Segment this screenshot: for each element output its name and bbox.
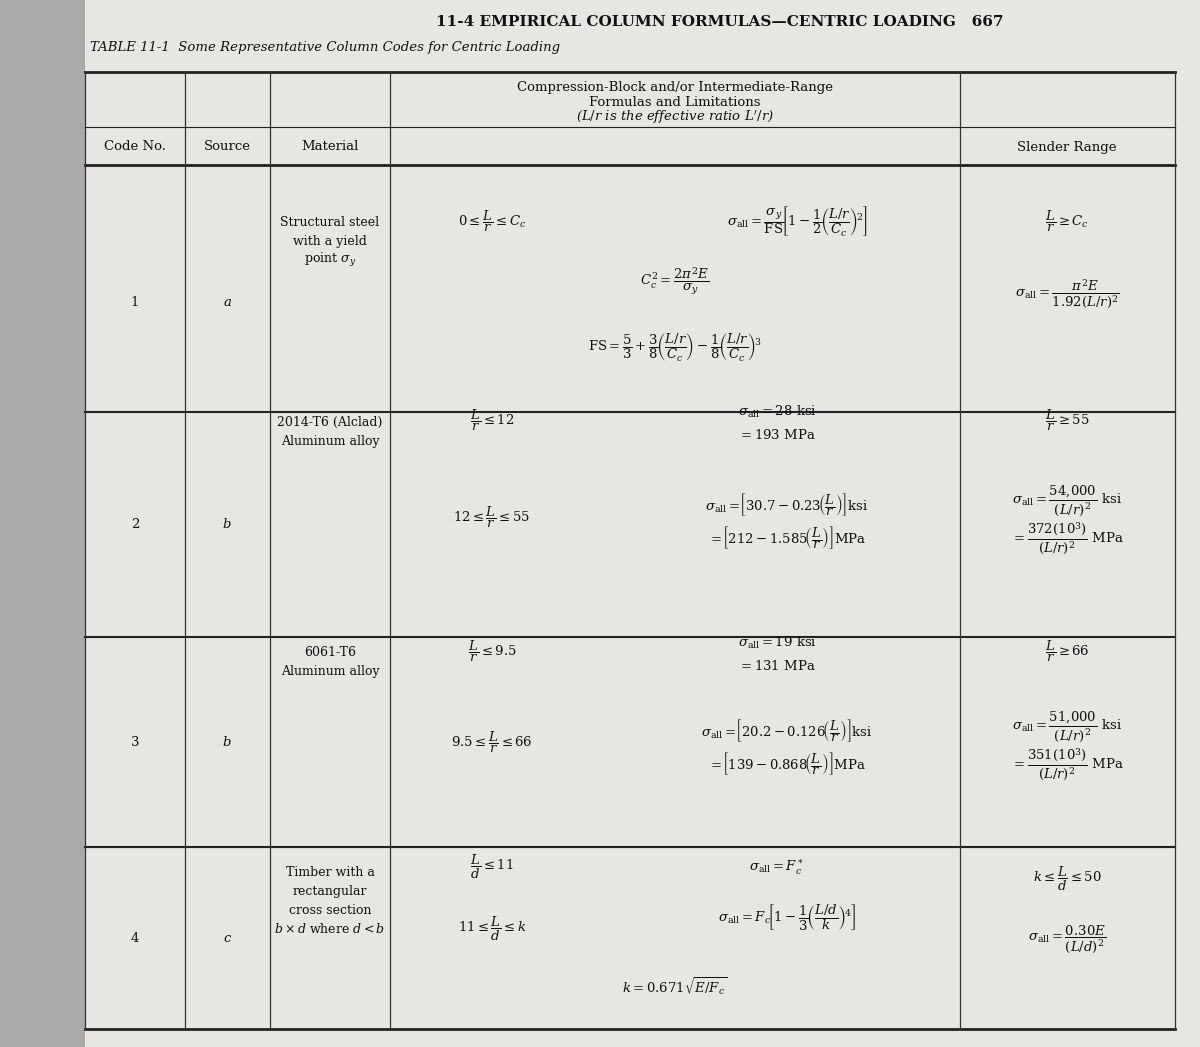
Text: $\sigma_{\mathrm{all}} = 28\ \mathrm{ksi}$: $\sigma_{\mathrm{all}} = 28\ \mathrm{ksi… <box>738 404 816 420</box>
Text: 6061-T6: 6061-T6 <box>304 646 356 659</box>
Text: $k \leq \dfrac{L}{d} \leq 50$: $k \leq \dfrac{L}{d} \leq 50$ <box>1033 865 1102 893</box>
Text: Timber with a: Timber with a <box>286 866 374 878</box>
Text: b: b <box>223 735 232 749</box>
Text: 4: 4 <box>131 932 139 944</box>
Text: $\sigma_{\mathrm{all}} = \!\left[20.2 - 0.126\!\left(\dfrac{L}{r}\right)\right]\: $\sigma_{\mathrm{all}} = \!\left[20.2 - … <box>701 716 872 743</box>
Text: $\sigma_{\mathrm{all}} = \dfrac{51{,}000}{(L/r)^2}\ \mathrm{ksi}$: $\sigma_{\mathrm{all}} = \dfrac{51{,}000… <box>1012 710 1122 744</box>
Text: $b \times d$ where $d < b$: $b \times d$ where $d < b$ <box>275 922 385 936</box>
Text: Compression-Block and/or Intermediate-Range: Compression-Block and/or Intermediate-Ra… <box>517 81 833 93</box>
Text: Structural steel: Structural steel <box>281 216 379 228</box>
Text: Aluminum alloy: Aluminum alloy <box>281 665 379 677</box>
Text: $\sigma_{\mathrm{all}} = 19\ \mathrm{ksi}$: $\sigma_{\mathrm{all}} = 19\ \mathrm{ksi… <box>738 634 816 651</box>
Text: c: c <box>223 932 230 944</box>
Text: Code No.: Code No. <box>104 140 166 154</box>
Text: Slender Range: Slender Range <box>1018 140 1117 154</box>
Text: $\dfrac{L}{r} \geq 55$: $\dfrac{L}{r} \geq 55$ <box>1045 407 1090 432</box>
Text: $\dfrac{L}{r} \leq 12$: $\dfrac{L}{r} \leq 12$ <box>470 407 514 432</box>
Text: $= \dfrac{372(10^3)}{(L/r)^2}\ \mathrm{MPa}$: $= \dfrac{372(10^3)}{(L/r)^2}\ \mathrm{M… <box>1010 521 1123 557</box>
Text: $\sigma_{\mathrm{all}} = F_c^*$: $\sigma_{\mathrm{all}} = F_c^*$ <box>749 857 805 876</box>
Text: a: a <box>223 295 230 309</box>
Text: $= 131\ \mathrm{MPa}$: $= 131\ \mathrm{MPa}$ <box>738 659 816 673</box>
Text: TABLE 11-1  Some Representative Column Codes for Centric Loading: TABLE 11-1 Some Representative Column Co… <box>90 41 560 53</box>
Text: $= \!\left[212 - 1.585\!\left(\dfrac{L}{r}\right)\right]\mathrm{MPa}$: $= \!\left[212 - 1.585\!\left(\dfrac{L}{… <box>708 524 866 551</box>
Text: Source: Source <box>204 140 251 154</box>
Text: ($L/r$ is the effective ratio $L'/r$): ($L/r$ is the effective ratio $L'/r$) <box>576 108 774 126</box>
Text: Formulas and Limitations: Formulas and Limitations <box>589 95 761 109</box>
Text: 3: 3 <box>131 735 139 749</box>
Text: cross section: cross section <box>289 904 371 916</box>
Text: $\sigma_{\mathrm{all}} = \dfrac{\sigma_y}{\mathrm{FS}}\!\left[1 - \dfrac{1}{2}\!: $\sigma_{\mathrm{all}} = \dfrac{\sigma_y… <box>726 204 868 238</box>
Text: $9.5 \leq \dfrac{L}{r} \leq 66$: $9.5 \leq \dfrac{L}{r} \leq 66$ <box>451 730 533 755</box>
Text: $0 \leq \dfrac{L}{r} \leq C_c$: $0 \leq \dfrac{L}{r} \leq C_c$ <box>458 208 526 233</box>
Text: $\dfrac{L}{r} \geq C_c$: $\dfrac{L}{r} \geq C_c$ <box>1045 208 1088 233</box>
Text: $\sigma_{\mathrm{all}} = F_c\!\left[1 - \dfrac{1}{3}\!\left(\dfrac{L/d}{k}\right: $\sigma_{\mathrm{all}} = F_c\!\left[1 - … <box>718 903 856 932</box>
Text: $\sigma_{\mathrm{all}} = \dfrac{0.30E}{(L/d)^2}$: $\sigma_{\mathrm{all}} = \dfrac{0.30E}{(… <box>1028 923 1106 955</box>
Text: $C_c^2 = \dfrac{2\pi^2 E}{\sigma_y}$: $C_c^2 = \dfrac{2\pi^2 E}{\sigma_y}$ <box>641 266 709 296</box>
Text: $\dfrac{L}{d} \leq 11$: $\dfrac{L}{d} \leq 11$ <box>470 853 514 882</box>
Text: $= 193\ \mathrm{MPa}$: $= 193\ \mathrm{MPa}$ <box>738 428 816 442</box>
Text: 2: 2 <box>131 518 139 532</box>
Text: Material: Material <box>301 140 359 154</box>
Text: $\sigma_{\mathrm{all}} = \!\left[30.7 - 0.23\!\left(\dfrac{L}{r}\right)\right]\m: $\sigma_{\mathrm{all}} = \!\left[30.7 - … <box>706 491 869 518</box>
Text: $= \dfrac{351(10^3)}{(L/r)^2}\ \mathrm{MPa}$: $= \dfrac{351(10^3)}{(L/r)^2}\ \mathrm{M… <box>1010 747 1123 783</box>
Text: b: b <box>223 518 232 532</box>
Text: $\dfrac{L}{r} \leq 9.5$: $\dfrac{L}{r} \leq 9.5$ <box>468 639 516 664</box>
Text: $\sigma_{\mathrm{all}} = \dfrac{\pi^2 E}{1.92(L/r)^2}$: $\sigma_{\mathrm{all}} = \dfrac{\pi^2 E}… <box>1015 277 1120 311</box>
Text: 1: 1 <box>131 295 139 309</box>
Bar <box>0 0 85 1047</box>
Text: rectangular: rectangular <box>293 885 367 897</box>
Text: $\sigma_{\mathrm{all}} = \dfrac{54{,}000}{(L/r)^2}\ \mathrm{ksi}$: $\sigma_{\mathrm{all}} = \dfrac{54{,}000… <box>1012 484 1122 518</box>
Text: Aluminum alloy: Aluminum alloy <box>281 435 379 447</box>
Text: 2014-T6 (Alclad): 2014-T6 (Alclad) <box>277 416 383 428</box>
Text: $12 \leq \dfrac{L}{r} \leq 55$: $12 \leq \dfrac{L}{r} \leq 55$ <box>454 505 530 530</box>
Text: 11-4 EMPIRICAL COLUMN FORMULAS—CENTRIC LOADING   667: 11-4 EMPIRICAL COLUMN FORMULAS—CENTRIC L… <box>437 15 1003 29</box>
Text: $\mathrm{FS} = \dfrac{5}{3} + \dfrac{3}{8}\!\left(\dfrac{L/r}{C_c}\right) - \dfr: $\mathrm{FS} = \dfrac{5}{3} + \dfrac{3}{… <box>588 331 762 363</box>
Text: $= \!\left[139 - 0.868\!\left(\dfrac{L}{r}\right)\right]\mathrm{MPa}$: $= \!\left[139 - 0.868\!\left(\dfrac{L}{… <box>708 750 866 777</box>
Text: with a yield: with a yield <box>293 235 367 247</box>
Text: point $\sigma_y$: point $\sigma_y$ <box>304 251 356 269</box>
Text: $11 \leq \dfrac{L}{d} \leq k$: $11 \leq \dfrac{L}{d} \leq k$ <box>457 915 527 943</box>
Text: $k = 0.671\sqrt{E/F_c}$: $k = 0.671\sqrt{E/F_c}$ <box>623 976 727 998</box>
Text: $\dfrac{L}{r} \geq 66$: $\dfrac{L}{r} \geq 66$ <box>1045 639 1090 664</box>
